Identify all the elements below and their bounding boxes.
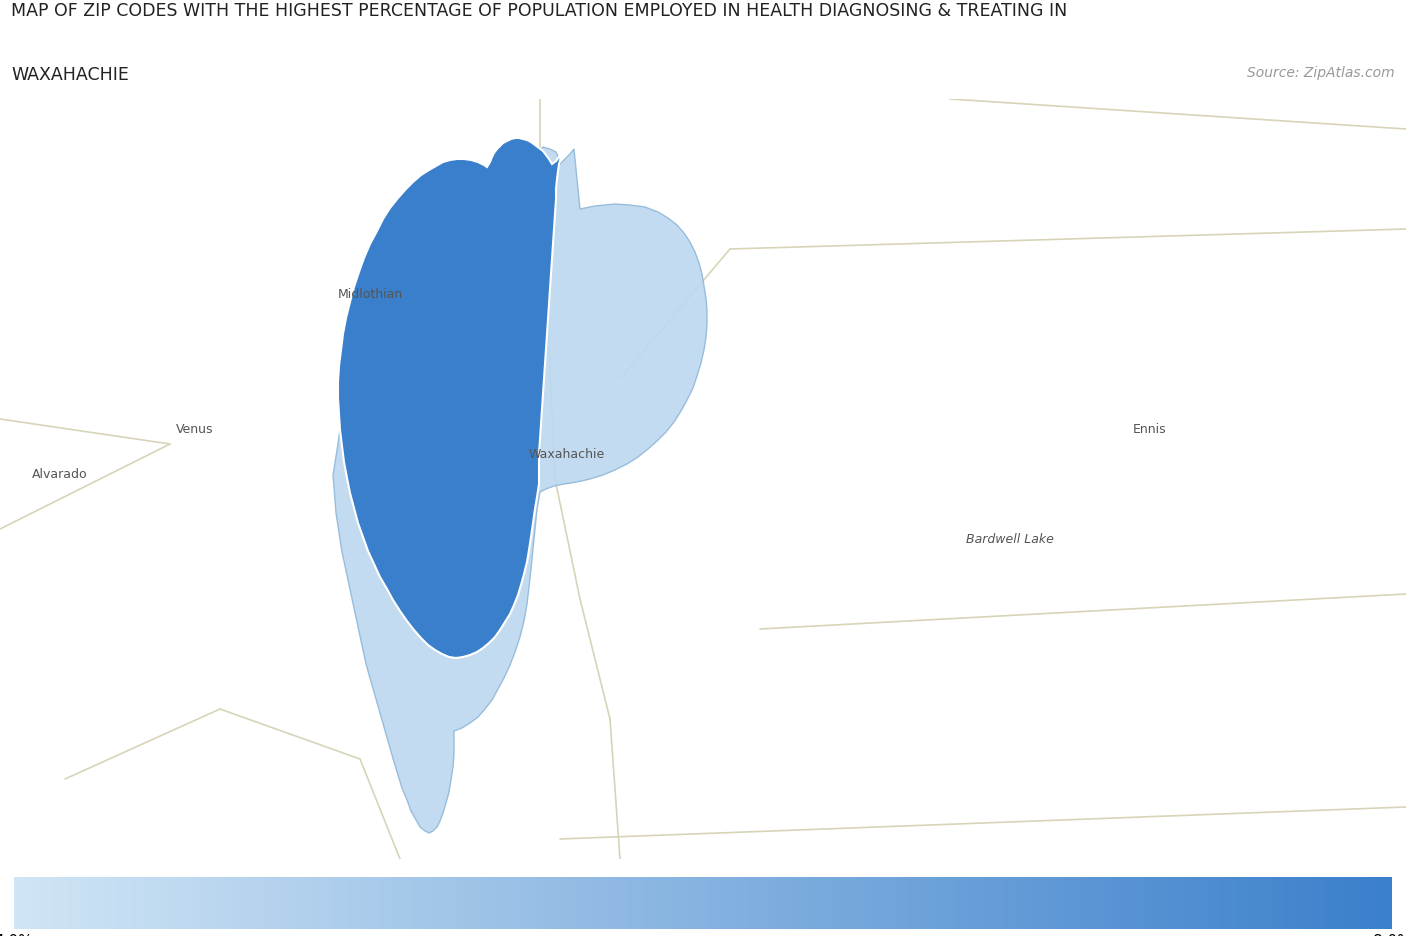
Text: WAXAHACHIE: WAXAHACHIE xyxy=(11,66,129,83)
Text: Bardwell Lake: Bardwell Lake xyxy=(966,533,1054,546)
Polygon shape xyxy=(337,139,565,658)
Text: MAP OF ZIP CODES WITH THE HIGHEST PERCENTAGE OF POPULATION EMPLOYED IN HEALTH DI: MAP OF ZIP CODES WITH THE HIGHEST PERCEN… xyxy=(11,2,1067,20)
Polygon shape xyxy=(333,148,707,833)
Text: Venus: Venus xyxy=(176,423,214,436)
Text: Midlothian: Midlothian xyxy=(337,288,402,301)
Text: Ennis: Ennis xyxy=(1133,423,1167,436)
Text: Source: ZipAtlas.com: Source: ZipAtlas.com xyxy=(1247,66,1395,80)
Text: Alvarado: Alvarado xyxy=(32,468,87,481)
Text: Waxahachie: Waxahachie xyxy=(529,448,605,461)
